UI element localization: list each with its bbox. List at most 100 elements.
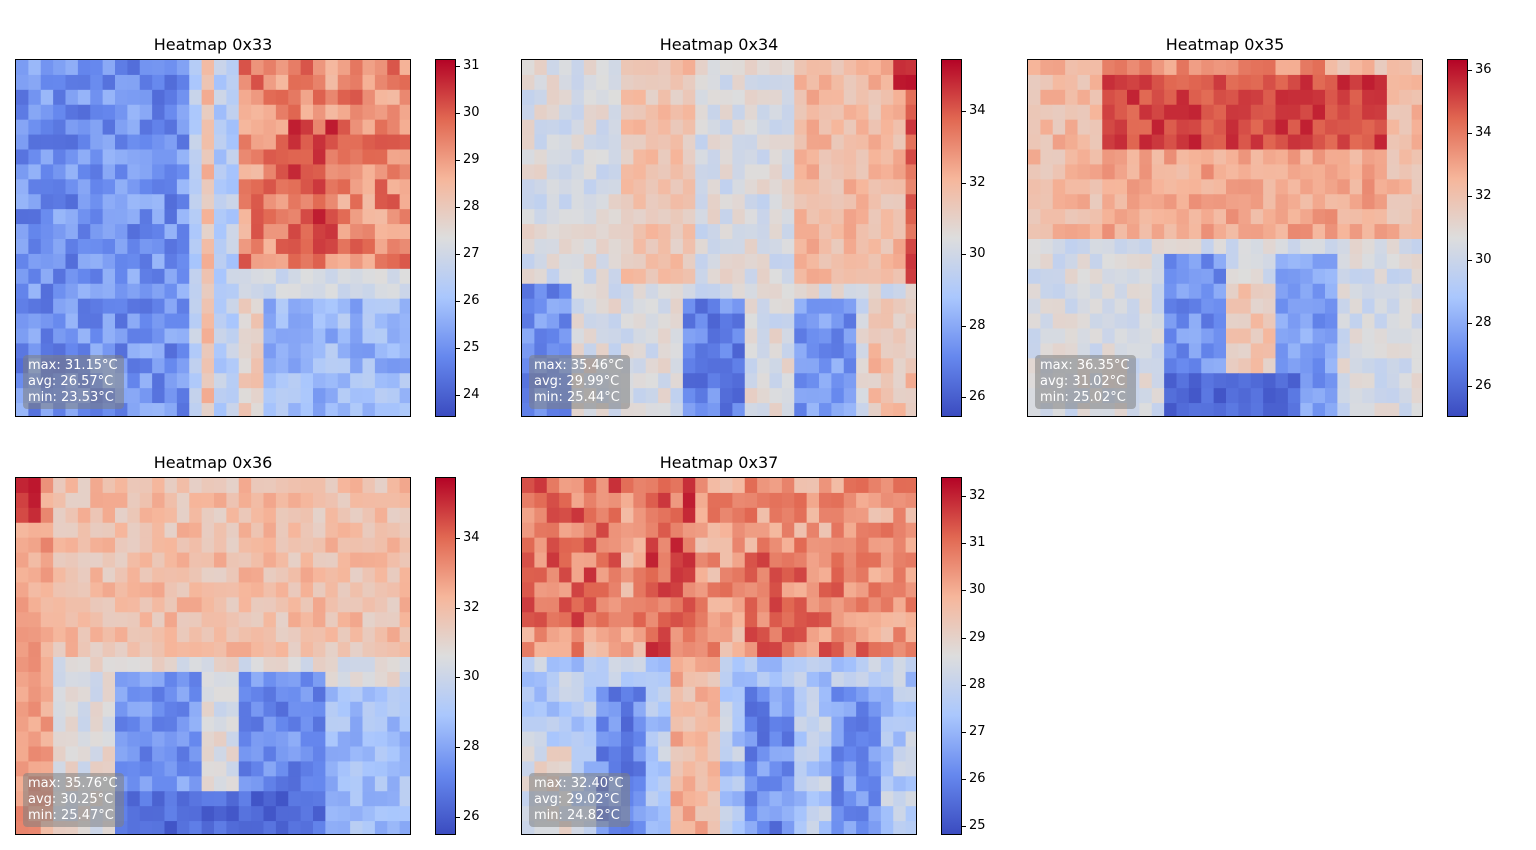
heatmap-cell — [1275, 253, 1289, 270]
heatmap-cell — [1325, 253, 1338, 270]
heatmap-cell — [1275, 74, 1289, 91]
heatmap-cell — [90, 209, 104, 225]
heatmap-cell — [325, 388, 339, 404]
heatmap-cell — [127, 791, 141, 807]
heatmap-cell — [744, 537, 758, 554]
heatmap-cell — [1213, 119, 1227, 136]
heatmap-cell — [288, 283, 302, 300]
heatmap-cell — [546, 328, 560, 345]
heatmap-cell — [238, 89, 252, 106]
heatmap-cell — [325, 313, 339, 330]
heatmap-cell — [115, 612, 128, 628]
heatmap-cell — [374, 612, 388, 628]
heatmap-cell — [621, 119, 634, 136]
heatmap-cell — [1362, 194, 1376, 210]
heatmap-cell — [1411, 104, 1422, 121]
heatmap-cell — [1238, 89, 1252, 106]
heatmap-cell — [251, 60, 265, 76]
heatmap-cell — [893, 746, 907, 763]
heatmap-cell — [682, 821, 696, 834]
heatmap-cell — [769, 60, 783, 76]
heatmap-cell — [399, 791, 410, 807]
heatmap-cell — [880, 507, 894, 524]
heatmap-cell — [1077, 224, 1091, 240]
heatmap-cell — [794, 164, 808, 180]
heatmap-cell — [1077, 74, 1091, 91]
heatmap-cell — [1089, 224, 1103, 240]
heatmap-cell — [238, 731, 252, 748]
heatmap-title: Heatmap 0x37 — [659, 453, 779, 472]
heatmap-cell — [1151, 388, 1165, 404]
heatmap-cell — [571, 522, 585, 539]
heatmap-cell — [769, 642, 783, 658]
heatmap-cell — [856, 642, 870, 658]
heatmap-cell — [28, 492, 42, 509]
heatmap-cell — [720, 701, 733, 718]
heatmap-cell — [90, 582, 104, 598]
heatmap-cell — [28, 612, 42, 628]
heatmap-cell — [1188, 283, 1202, 300]
heatmap-cell — [633, 373, 647, 389]
colorbar-tick-label: 34 — [463, 530, 480, 545]
heatmap-cell — [546, 716, 560, 733]
heatmap-cell — [843, 761, 857, 777]
heatmap-cell — [893, 164, 907, 180]
heatmap-cell — [1337, 104, 1351, 121]
heatmap-cell — [115, 686, 128, 703]
heatmap-cell — [374, 701, 388, 718]
heatmap-cell — [1164, 149, 1178, 166]
heatmap-cell — [1337, 313, 1351, 330]
heatmap-cell — [263, 478, 277, 494]
heatmap-cell — [1201, 403, 1215, 416]
heatmap-cell — [90, 597, 104, 613]
heatmap-cell — [1226, 74, 1239, 91]
heatmap-cell — [1238, 209, 1252, 225]
heatmap-cell — [1114, 209, 1128, 225]
heatmap-cell — [387, 642, 401, 658]
heatmap-cell — [90, 716, 104, 733]
heatmap-cell — [387, 74, 401, 91]
heatmap-cell — [189, 194, 203, 210]
heatmap-cell — [313, 686, 326, 703]
heatmap-cell — [682, 686, 696, 703]
heatmap-cell — [732, 657, 746, 673]
heatmap-cell — [16, 104, 29, 121]
heatmap-cell — [670, 283, 684, 300]
heatmap-cell — [559, 60, 573, 76]
heatmap-cell — [1102, 89, 1116, 106]
heatmap-cell — [831, 716, 845, 733]
heatmap-cell — [670, 806, 684, 822]
heatmap-cell — [744, 268, 758, 285]
heatmap-cell — [1065, 298, 1079, 315]
heatmap-cell — [522, 313, 535, 330]
heatmap-cell — [1089, 313, 1103, 330]
heatmap-cell — [1040, 104, 1054, 121]
heatmap-cell — [16, 194, 29, 210]
heatmap-cell — [806, 597, 820, 613]
heatmap-cell — [1325, 224, 1338, 240]
heatmap-cell — [164, 821, 178, 834]
heatmap-cell — [139, 552, 153, 569]
heatmap-cell — [769, 104, 783, 121]
heatmap-cell — [102, 746, 116, 763]
heatmap-cell — [1127, 134, 1140, 151]
heatmap-cell — [139, 89, 153, 106]
heatmap-cell — [621, 74, 634, 91]
heatmap-cell — [263, 104, 277, 121]
heatmap-cell — [28, 224, 42, 240]
heatmap-cell — [40, 298, 54, 315]
heatmap-cell — [251, 821, 265, 834]
heatmap-cell — [757, 209, 771, 225]
heatmap-cell — [583, 731, 597, 748]
heatmap-cell — [769, 522, 783, 539]
heatmap-cell — [102, 268, 116, 285]
stat-max: max: 35.76°C — [28, 776, 118, 791]
heatmap-cell — [164, 776, 178, 792]
heatmap-cell — [695, 104, 709, 121]
colorbar-tick-label: 28 — [463, 739, 480, 754]
heatmap-cell — [127, 492, 141, 509]
heatmap-cell — [1151, 403, 1165, 416]
heatmap-cell — [139, 627, 153, 643]
heatmap-cell — [583, 597, 597, 613]
heatmap-cell — [300, 134, 314, 151]
